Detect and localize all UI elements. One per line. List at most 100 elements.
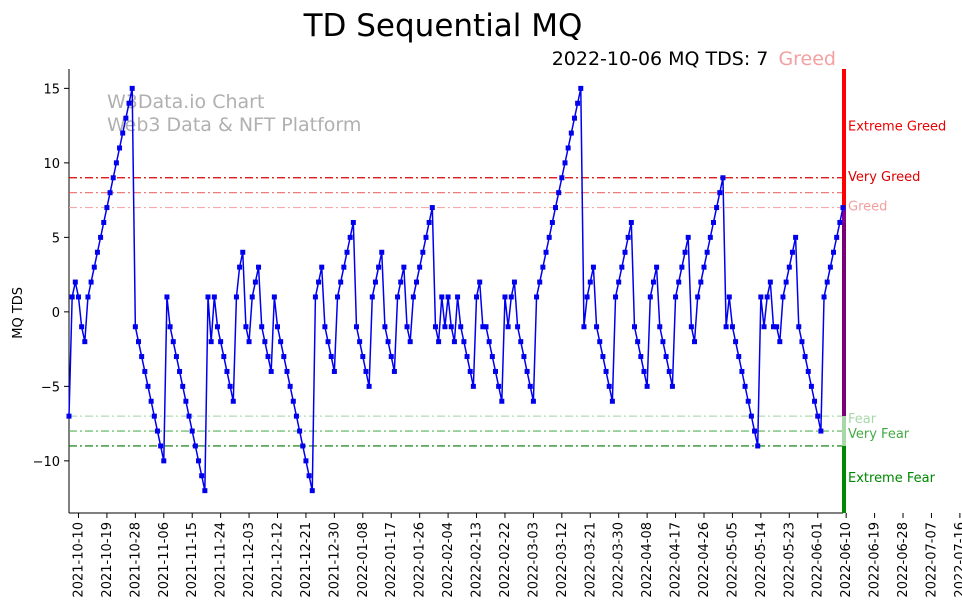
data-point bbox=[780, 294, 786, 300]
data-point bbox=[211, 294, 217, 300]
data-point bbox=[316, 279, 322, 285]
data-point bbox=[328, 354, 334, 360]
x-tick-label: 2022-02-22 bbox=[498, 522, 513, 598]
data-point bbox=[338, 279, 344, 285]
data-point bbox=[363, 368, 369, 374]
data-point bbox=[521, 354, 527, 360]
data-point bbox=[837, 219, 843, 225]
data-point bbox=[414, 279, 420, 285]
data-point bbox=[739, 368, 745, 374]
data-point bbox=[404, 324, 410, 330]
data-point bbox=[306, 473, 312, 479]
data-point bbox=[129, 85, 135, 91]
data-point bbox=[638, 354, 644, 360]
data-point bbox=[233, 294, 239, 300]
data-point bbox=[227, 383, 233, 389]
data-point bbox=[789, 249, 795, 255]
data-point bbox=[625, 234, 631, 240]
data-point bbox=[395, 294, 401, 300]
data-point bbox=[613, 294, 619, 300]
data-point bbox=[72, 279, 78, 285]
data-point bbox=[568, 130, 574, 136]
data-point bbox=[682, 249, 688, 255]
data-point bbox=[275, 324, 281, 330]
data-point bbox=[489, 354, 495, 360]
data-point bbox=[145, 383, 151, 389]
data-point bbox=[774, 324, 780, 330]
data-point bbox=[733, 339, 739, 345]
data-point bbox=[173, 354, 179, 360]
data-point bbox=[357, 339, 363, 345]
x-tick-label: 2022-03-03 bbox=[526, 522, 541, 598]
data-point bbox=[824, 279, 830, 285]
data-point bbox=[527, 383, 533, 389]
data-point bbox=[818, 428, 824, 434]
data-point bbox=[401, 264, 407, 270]
data-point bbox=[600, 354, 606, 360]
data-point bbox=[335, 294, 341, 300]
data-point bbox=[622, 249, 628, 255]
data-point bbox=[161, 458, 167, 464]
data-point bbox=[543, 249, 549, 255]
data-point bbox=[698, 279, 704, 285]
data-point bbox=[477, 279, 483, 285]
data-point bbox=[755, 443, 761, 449]
data-point bbox=[262, 339, 268, 345]
data-point bbox=[496, 383, 502, 389]
subtitle-prefix: 2022-10-06 MQ TDS: 7 bbox=[552, 48, 769, 70]
data-point bbox=[369, 294, 375, 300]
data-point bbox=[641, 368, 647, 374]
zone-label: Extreme Fear bbox=[848, 471, 936, 486]
data-point bbox=[442, 324, 448, 330]
data-point bbox=[571, 115, 577, 121]
reference-line-label: Greed bbox=[848, 200, 887, 215]
data-point bbox=[290, 398, 296, 404]
data-point bbox=[180, 383, 186, 389]
y-tick-label: 5 bbox=[52, 231, 60, 246]
data-point bbox=[565, 145, 571, 151]
data-point bbox=[752, 428, 758, 434]
x-tick-label: 2022-02-04 bbox=[441, 522, 456, 598]
data-point bbox=[729, 324, 735, 330]
data-point bbox=[518, 339, 524, 345]
x-tick-label: 2022-01-17 bbox=[384, 522, 399, 598]
data-point bbox=[331, 368, 337, 374]
chart-subtitle: 2022-10-06 MQ TDS: 7 Greed bbox=[552, 48, 836, 70]
data-point bbox=[199, 473, 205, 479]
data-point bbox=[815, 413, 821, 419]
data-point bbox=[448, 324, 454, 330]
data-point bbox=[609, 398, 615, 404]
x-tick-label: 2022-06-01 bbox=[811, 522, 826, 598]
watermark-line-1: W3Data.io Chart bbox=[107, 91, 264, 113]
data-point bbox=[259, 324, 265, 330]
data-point bbox=[723, 324, 729, 330]
reference-line-label: Fear bbox=[848, 412, 877, 427]
data-point bbox=[407, 339, 413, 345]
data-point bbox=[208, 339, 214, 345]
data-point bbox=[464, 354, 470, 360]
data-point bbox=[726, 294, 732, 300]
data-point bbox=[492, 368, 498, 374]
data-point bbox=[240, 249, 246, 255]
data-point bbox=[297, 428, 303, 434]
data-point bbox=[417, 264, 423, 270]
data-point bbox=[376, 264, 382, 270]
data-point bbox=[695, 294, 701, 300]
data-point bbox=[110, 175, 116, 181]
data-point bbox=[94, 249, 100, 255]
y-tick-label: 0 bbox=[52, 306, 60, 321]
data-point bbox=[834, 234, 840, 240]
data-point bbox=[218, 339, 224, 345]
data-point bbox=[606, 383, 612, 389]
data-point bbox=[192, 443, 198, 449]
data-point bbox=[104, 205, 110, 211]
data-point bbox=[770, 324, 776, 330]
data-point bbox=[88, 279, 94, 285]
zone-bar-segment bbox=[842, 445, 846, 513]
data-point bbox=[669, 383, 675, 389]
data-point bbox=[410, 294, 416, 300]
data-point bbox=[676, 279, 682, 285]
data-point bbox=[117, 145, 123, 151]
data-point bbox=[616, 279, 622, 285]
data-point bbox=[101, 219, 107, 225]
